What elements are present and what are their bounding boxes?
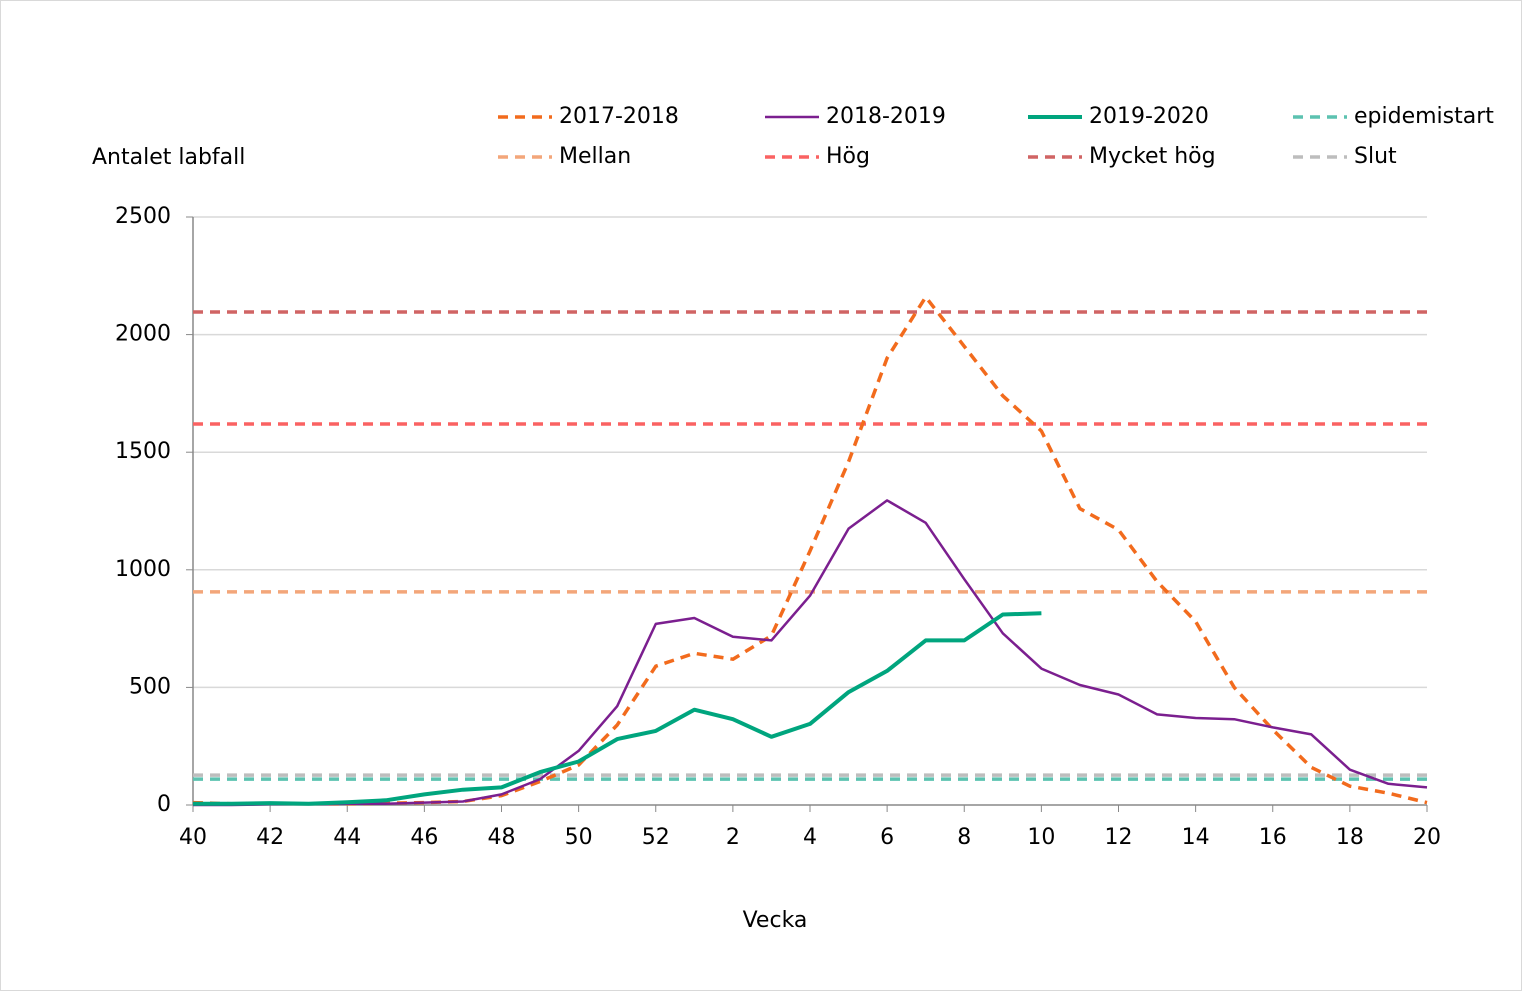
x-tick-label: 18 xyxy=(1336,825,1364,850)
legend-label: 2019-2020 xyxy=(1089,104,1209,129)
y-axis-label: Antalet labfall xyxy=(92,145,245,170)
x-tick-label: 4 xyxy=(803,825,817,850)
y-tick-label: 2500 xyxy=(115,204,171,229)
legend-label: Mellan xyxy=(559,144,631,169)
legend-label: epidemistart xyxy=(1354,104,1494,129)
legend-label: 2018-2019 xyxy=(826,104,946,129)
y-tick-label: 2000 xyxy=(115,322,171,347)
x-tick-label: 12 xyxy=(1105,825,1133,850)
x-tick-label: 46 xyxy=(410,825,438,850)
x-tick-label: 48 xyxy=(488,825,516,850)
x-axis-label: Vecka xyxy=(743,908,808,933)
y-tick-label: 0 xyxy=(157,792,171,817)
x-tick-label: 42 xyxy=(256,825,284,850)
x-tick-label: 16 xyxy=(1259,825,1287,850)
x-tick-label: 6 xyxy=(880,825,894,850)
series-line xyxy=(193,499,1428,807)
legend-label: 2017-2018 xyxy=(559,104,679,129)
x-tick-label: 40 xyxy=(179,825,207,850)
x-tick-label: 8 xyxy=(957,825,971,850)
legend-label: Hög xyxy=(826,144,870,169)
x-tick-label: 20 xyxy=(1413,825,1441,850)
x-tick-label: 10 xyxy=(1027,825,1055,850)
x-tick-label: 50 xyxy=(565,825,593,850)
x-tick-label: 2 xyxy=(726,825,740,850)
x-tick-label: 44 xyxy=(333,825,361,850)
y-tick-label: 500 xyxy=(129,674,171,699)
legend-label: Slut xyxy=(1354,144,1397,169)
y-tick-label: 1500 xyxy=(115,439,171,464)
legend-label: Mycket hög xyxy=(1089,144,1216,169)
x-tick-label: 14 xyxy=(1182,825,1210,850)
series-line xyxy=(193,611,1042,806)
y-tick-label: 1000 xyxy=(115,557,171,582)
x-tick-label: 52 xyxy=(642,825,670,850)
